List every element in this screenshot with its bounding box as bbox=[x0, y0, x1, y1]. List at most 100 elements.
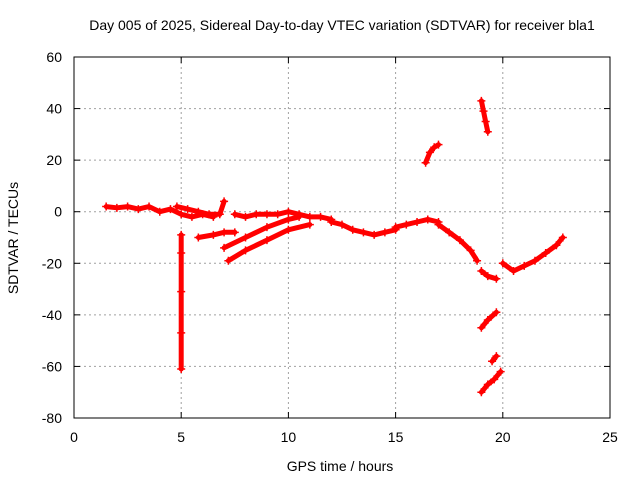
data-point bbox=[273, 210, 282, 219]
data-point bbox=[455, 236, 464, 245]
series-arc-17-19 bbox=[434, 220, 482, 265]
data-point bbox=[177, 328, 186, 337]
data-point bbox=[177, 248, 186, 257]
data-point bbox=[284, 225, 293, 234]
data-point bbox=[284, 215, 293, 224]
series-trace bbox=[478, 369, 504, 395]
y-axis-ticks: -80 -60 -40 -20 0 20 40 60 bbox=[42, 49, 610, 426]
chart-title: Day 005 of 2025, Sidereal Day-to-day VTE… bbox=[89, 17, 595, 33]
y-tick-label: 0 bbox=[54, 204, 62, 220]
data-point bbox=[473, 256, 482, 265]
x-tick-label: 10 bbox=[281, 429, 297, 445]
y-tick-label: -80 bbox=[42, 410, 62, 426]
y-tick-label: -20 bbox=[42, 255, 62, 271]
data-point bbox=[477, 267, 486, 276]
data-point bbox=[483, 380, 492, 389]
data-point bbox=[305, 220, 314, 229]
data-point bbox=[295, 212, 304, 221]
data-point bbox=[445, 228, 454, 237]
data-point bbox=[230, 210, 239, 219]
data-point bbox=[490, 375, 499, 384]
data-point bbox=[262, 210, 271, 219]
data-point bbox=[423, 215, 432, 224]
data-point bbox=[402, 220, 411, 229]
data-point bbox=[425, 148, 434, 157]
series-arc-19-down-2 bbox=[488, 352, 501, 366]
series-trace bbox=[232, 209, 334, 222]
data-point bbox=[483, 127, 492, 136]
data-point bbox=[220, 197, 229, 206]
data-point bbox=[177, 230, 186, 239]
data-point bbox=[215, 210, 224, 219]
data-point bbox=[327, 218, 336, 227]
data-point bbox=[166, 205, 175, 214]
series-arc-low-3 bbox=[224, 220, 314, 265]
data-point bbox=[509, 267, 518, 276]
data-point bbox=[252, 210, 261, 219]
data-point bbox=[194, 233, 203, 242]
data-point bbox=[479, 107, 488, 116]
data-point bbox=[262, 236, 271, 245]
x-tick-label: 25 bbox=[602, 429, 618, 445]
data-point bbox=[483, 272, 492, 281]
data-point bbox=[492, 352, 501, 361]
data-point bbox=[348, 225, 357, 234]
data-point bbox=[134, 205, 143, 214]
data-point bbox=[284, 207, 293, 216]
data-point bbox=[530, 256, 539, 265]
data-point bbox=[187, 212, 196, 221]
y-tick-label: -40 bbox=[42, 307, 62, 323]
data-point bbox=[241, 246, 250, 255]
series-trace bbox=[225, 222, 313, 264]
x-tick-label: 20 bbox=[495, 429, 511, 445]
data-point bbox=[430, 143, 439, 152]
x-axis-ticks: 0 5 10 15 20 25 bbox=[70, 57, 618, 445]
data-point bbox=[520, 261, 529, 270]
x-axis-label: GPS time / hours bbox=[287, 458, 394, 474]
series-arc-low-1 bbox=[194, 228, 239, 242]
series-trace bbox=[478, 98, 491, 135]
data-point bbox=[477, 388, 486, 397]
series-arc-19-up bbox=[477, 96, 492, 136]
data-point bbox=[496, 367, 505, 376]
data-point bbox=[112, 203, 121, 212]
series-trace bbox=[423, 142, 441, 166]
data-point bbox=[477, 323, 486, 332]
data-point bbox=[241, 212, 250, 221]
data-point bbox=[391, 223, 400, 232]
series-arc-19-down-1 bbox=[477, 308, 501, 332]
series-arc-19-20 bbox=[477, 267, 501, 283]
data-point bbox=[552, 241, 561, 250]
data-point bbox=[483, 316, 492, 325]
data-point bbox=[262, 223, 271, 232]
data-point bbox=[155, 207, 164, 216]
series-arc-15-17 bbox=[391, 215, 443, 232]
data-point bbox=[380, 228, 389, 237]
data-point bbox=[224, 256, 233, 265]
plot-frame bbox=[73, 56, 611, 419]
series-arc-main-start bbox=[102, 202, 218, 221]
series-arc-16-17-up bbox=[421, 140, 443, 167]
data-point bbox=[230, 228, 239, 237]
series-trace bbox=[195, 229, 238, 240]
data-point bbox=[498, 259, 507, 268]
data-point bbox=[488, 357, 497, 366]
series-isolated-5h bbox=[177, 230, 186, 374]
data-point bbox=[305, 212, 314, 221]
series-trace bbox=[500, 235, 566, 274]
series-arc-12-15 bbox=[327, 218, 400, 239]
data-point bbox=[477, 96, 486, 105]
data-point bbox=[102, 202, 111, 211]
data-point bbox=[466, 246, 475, 255]
data-point bbox=[205, 210, 214, 219]
series-arc-mid bbox=[230, 207, 336, 224]
series-arc-main-upper bbox=[172, 197, 229, 219]
y-axis-label: SDTVAR / TECUs bbox=[5, 182, 21, 294]
data-point bbox=[492, 308, 501, 317]
data-point bbox=[194, 207, 203, 216]
series-arc-low-2 bbox=[220, 212, 304, 252]
data-point bbox=[177, 210, 186, 219]
data-point bbox=[220, 243, 229, 252]
data-point bbox=[172, 202, 181, 211]
